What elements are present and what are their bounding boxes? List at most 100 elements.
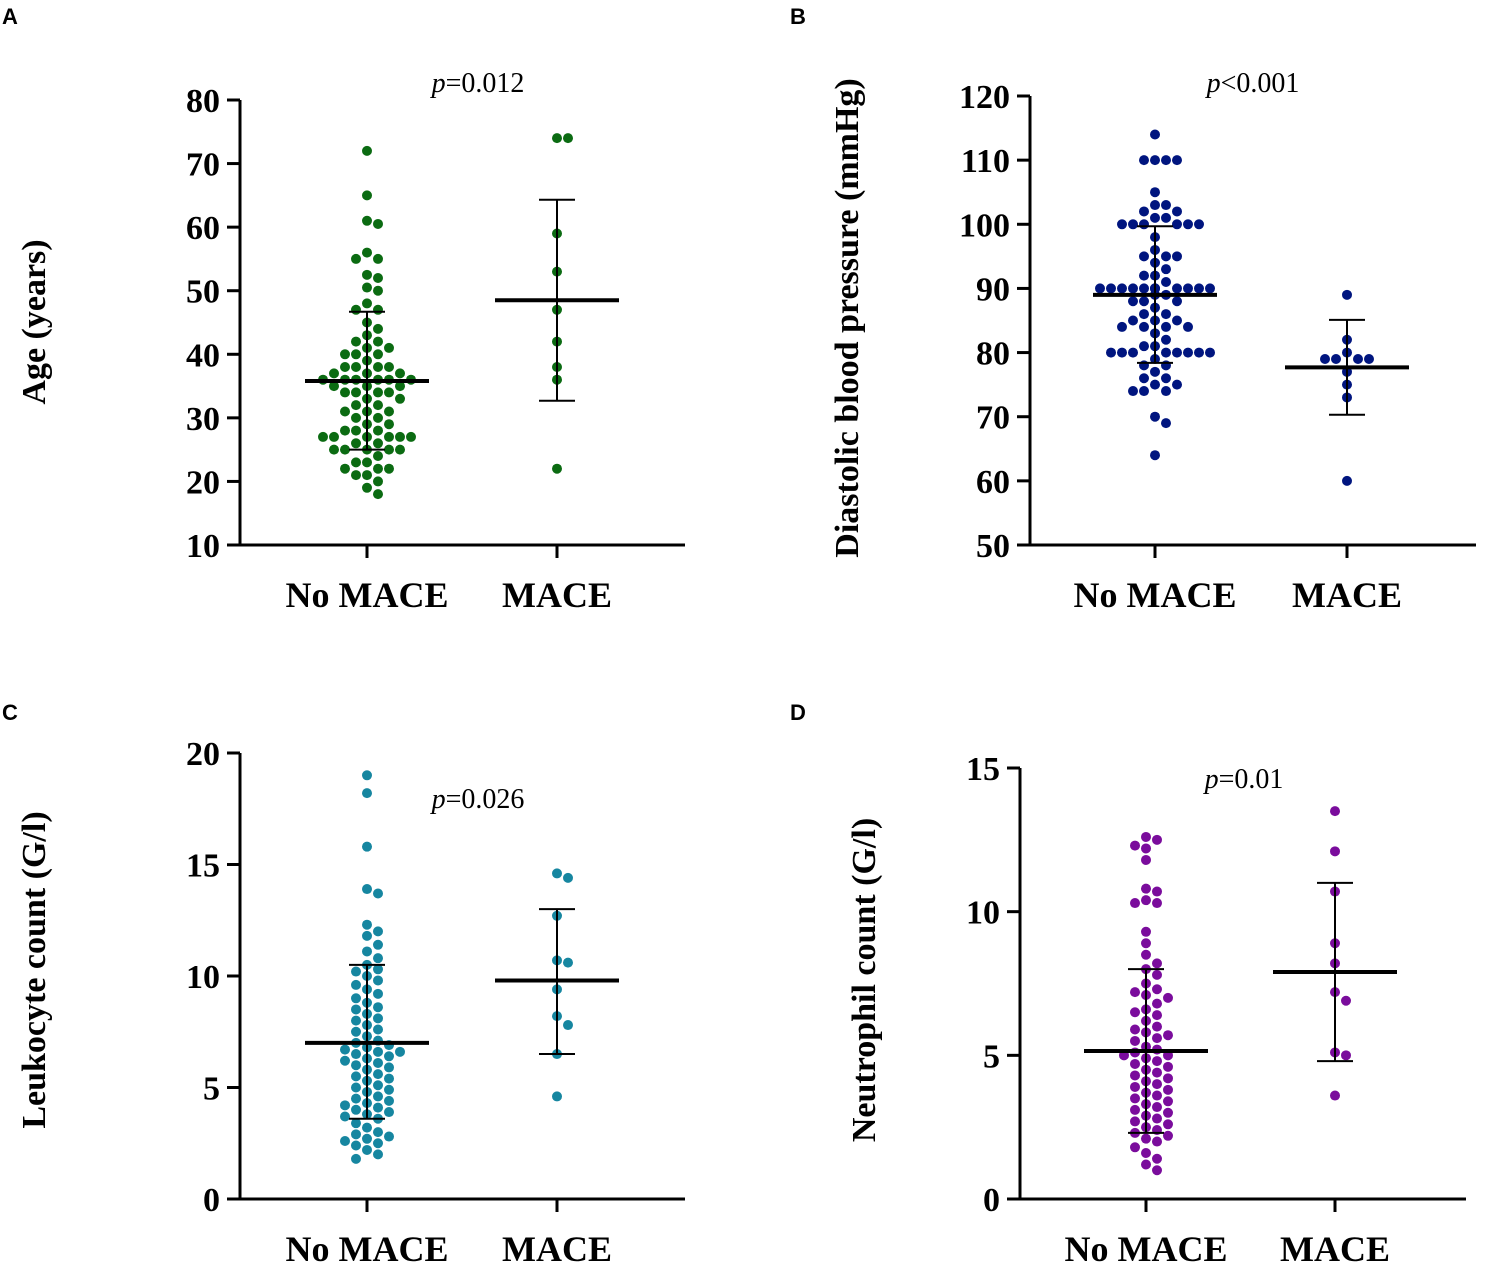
data-point bbox=[351, 253, 361, 264]
data-point bbox=[373, 988, 383, 999]
data-point bbox=[1130, 1104, 1140, 1115]
p-value-annotation: p=0.026 bbox=[430, 784, 525, 815]
data-point bbox=[373, 1138, 383, 1149]
data-point bbox=[1205, 283, 1215, 294]
data-point bbox=[1130, 1070, 1140, 1081]
data-point bbox=[563, 872, 573, 883]
y-tick-label: 0 bbox=[203, 1182, 220, 1219]
data-point bbox=[1130, 1035, 1140, 1046]
p-value: =0.026 bbox=[446, 784, 525, 815]
data-point bbox=[1141, 938, 1151, 949]
data-point bbox=[1130, 840, 1140, 851]
data-point bbox=[395, 381, 405, 392]
y-tick-label: 70 bbox=[186, 147, 220, 184]
data-point bbox=[362, 770, 372, 781]
y-tick-label: 15 bbox=[186, 848, 220, 885]
y-tick-label: 15 bbox=[966, 751, 1000, 788]
y-tick-label: 10 bbox=[186, 528, 220, 565]
y-tick-label: 50 bbox=[976, 528, 1010, 565]
data-point bbox=[1152, 1067, 1162, 1078]
p-value-annotation: p=0.012 bbox=[430, 68, 525, 99]
data-point bbox=[1172, 283, 1182, 294]
panel-letter: C bbox=[2, 700, 18, 725]
data-point bbox=[563, 1020, 573, 1031]
data-point bbox=[1330, 806, 1340, 817]
data-point bbox=[351, 993, 361, 1004]
data-point bbox=[373, 218, 383, 229]
data-point bbox=[1141, 843, 1151, 854]
y-tick-label: 60 bbox=[976, 464, 1010, 501]
y-axis-title: Diastolic blood pressure (mmHg) bbox=[829, 78, 866, 557]
data-point bbox=[1163, 1030, 1173, 1041]
data-point bbox=[373, 273, 383, 283]
data-point bbox=[384, 406, 394, 417]
data-point bbox=[1161, 309, 1171, 320]
data-point bbox=[1161, 155, 1171, 166]
data-point bbox=[373, 1080, 383, 1091]
data-point bbox=[1205, 347, 1215, 358]
data-point bbox=[373, 1149, 383, 1160]
data-point bbox=[1139, 296, 1149, 307]
chart-b-svg: p<0.001 50 60 70 80 90 100 110 120 Diastolic blo… bbox=[829, 68, 1476, 615]
data-point bbox=[1139, 373, 1149, 384]
data-point bbox=[1141, 949, 1151, 960]
panel-b: B p<0.001 50 60 70 80 90 100 110 120 Diastolic b… bbox=[790, 4, 1476, 615]
data-point bbox=[373, 489, 383, 500]
data-point bbox=[1330, 846, 1340, 857]
data-point bbox=[1163, 1130, 1173, 1141]
data-point bbox=[406, 431, 416, 442]
chart-a-svg: p=0.012 10 20 30 40 50 60 70 80 Age (years) No MA… bbox=[16, 68, 685, 615]
data-point bbox=[351, 1026, 361, 1037]
data-point bbox=[1330, 1090, 1340, 1101]
y-axis-title: Age (years) bbox=[16, 239, 53, 404]
data-point bbox=[351, 349, 361, 360]
data-point bbox=[373, 425, 383, 436]
data-point bbox=[340, 425, 350, 436]
p-value: <0.001 bbox=[1221, 68, 1300, 99]
data-point bbox=[1183, 321, 1193, 332]
x-category-label: MACE bbox=[1292, 575, 1402, 615]
x-category-label: No MACE bbox=[286, 1229, 449, 1269]
data-point bbox=[1172, 155, 1182, 166]
y-tick-label: 20 bbox=[186, 736, 220, 773]
data-point bbox=[384, 342, 394, 353]
data-point bbox=[1172, 251, 1182, 262]
p-value-annotation: p=0.01 bbox=[1203, 764, 1284, 795]
data-point bbox=[1342, 475, 1352, 486]
data-point bbox=[362, 1144, 372, 1155]
data-point bbox=[362, 247, 372, 258]
data-point bbox=[1183, 219, 1193, 230]
data-point bbox=[1117, 321, 1127, 332]
data-point bbox=[373, 463, 383, 474]
data-point bbox=[1161, 386, 1171, 397]
data-point bbox=[1152, 834, 1162, 845]
data-point bbox=[373, 412, 383, 423]
data-point bbox=[373, 253, 383, 264]
data-point bbox=[362, 298, 372, 309]
data-point bbox=[1163, 1084, 1173, 1095]
data-point bbox=[1139, 386, 1149, 397]
data-point bbox=[351, 1082, 361, 1093]
y-tick-label: 50 bbox=[186, 274, 220, 311]
y-tick-label: 90 bbox=[976, 271, 1010, 308]
data-point bbox=[563, 133, 573, 144]
data-point bbox=[351, 966, 361, 977]
data-point bbox=[362, 884, 372, 895]
p-value: =0.01 bbox=[1219, 764, 1284, 795]
data-point bbox=[351, 387, 361, 398]
data-point bbox=[373, 1091, 383, 1102]
data-point bbox=[1161, 212, 1171, 223]
chart-c-svg: p=0.026 0 5 10 15 20 Leukocyte count (G/l) No … bbox=[16, 736, 685, 1269]
data-point bbox=[329, 368, 339, 379]
data-point bbox=[1139, 251, 1149, 262]
data-point bbox=[373, 1013, 383, 1024]
data-point bbox=[373, 1002, 383, 1013]
data-point bbox=[384, 1073, 394, 1084]
data-point bbox=[351, 438, 361, 449]
data-point bbox=[373, 362, 383, 372]
data-point bbox=[1141, 854, 1151, 865]
x-category-label: MACE bbox=[1280, 1229, 1390, 1269]
data-point bbox=[373, 1024, 383, 1035]
y-tick-label: 5 bbox=[983, 1038, 1000, 1075]
data-point bbox=[340, 362, 350, 372]
